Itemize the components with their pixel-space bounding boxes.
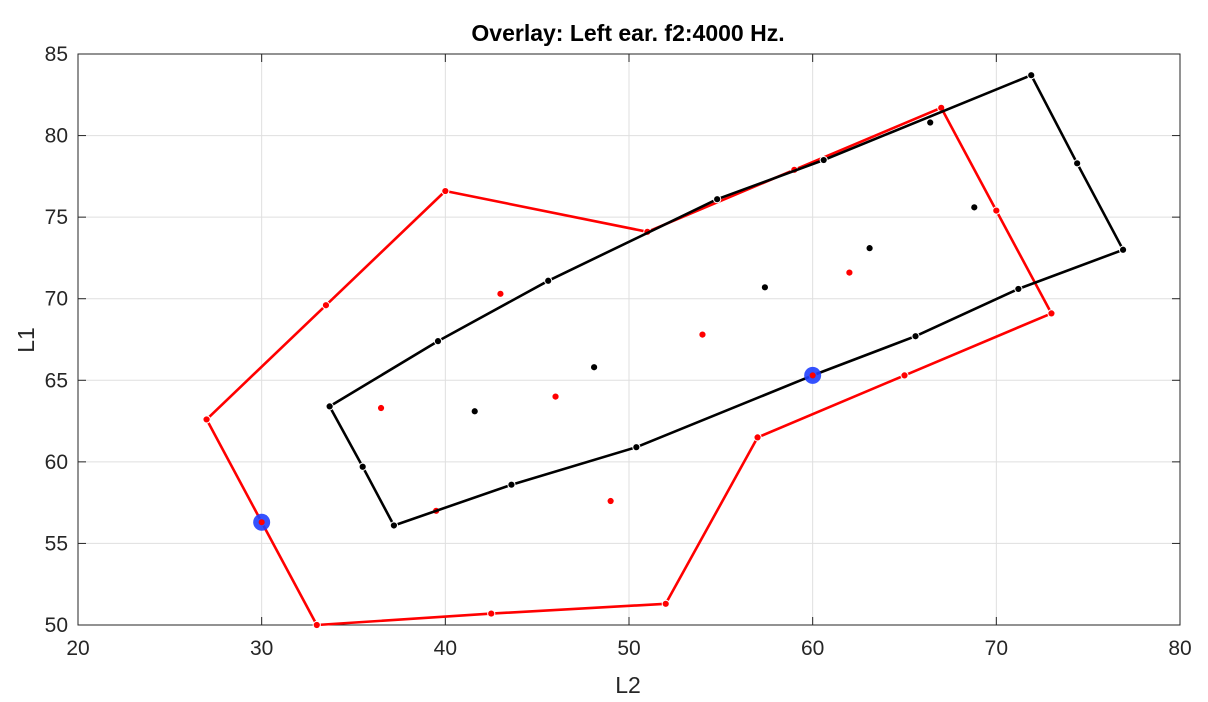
y-tick-label: 60: [45, 451, 68, 474]
series-1-vertex-point: [1118, 245, 1128, 254]
series-1-vertex-point: [713, 195, 722, 204]
highlighted-point: [804, 366, 822, 384]
series-0-interior-point: [376, 403, 386, 413]
series-1: [325, 71, 1128, 530]
series-0-vertex-point: [1047, 309, 1056, 318]
x-tick-label: 70: [985, 637, 1008, 660]
series-0-vertex-point: [202, 415, 211, 424]
series-0-vertex-point: [321, 301, 331, 310]
series-1-vertex-point: [1073, 159, 1082, 168]
y-tick-label: 50: [45, 614, 68, 637]
chart-title: Overlay: Left ear. f2:4000 Hz.: [471, 20, 784, 46]
series-0-interior-point: [496, 289, 505, 298]
series-1-vertex-point: [433, 337, 443, 346]
series-1-vertex-point: [507, 480, 516, 489]
y-tick-label: 65: [45, 369, 68, 392]
series-layer: [202, 71, 1128, 630]
y-tick-label: 80: [45, 125, 68, 148]
series-0-interior-point: [606, 496, 615, 506]
series-1-vertex-point: [325, 402, 334, 411]
x-tick-label: 30: [250, 637, 273, 660]
x-tick-label: 50: [617, 637, 640, 660]
x-tick-label: 60: [801, 637, 824, 660]
series-0: [202, 103, 1056, 630]
axis-ticks: 20 30 40 50 60 70 80 50 55 60 65 70 75 80 85: [45, 43, 1192, 660]
series-1-vertex-point: [819, 155, 828, 165]
highlight-center: [258, 519, 265, 526]
x-tick-label: 40: [434, 637, 457, 660]
series-1-vertex-point: [632, 443, 641, 452]
series-1-vertex-point: [1014, 284, 1023, 294]
y-tick-label: 55: [45, 532, 68, 555]
series-0-vertex-point: [753, 433, 762, 442]
y-tick-label: 85: [45, 43, 68, 66]
series-1-interior-point: [470, 407, 479, 416]
series-1-interior-point: [590, 363, 599, 372]
series-1-boundary: [328, 73, 1125, 527]
series-1-interior-point: [865, 244, 874, 253]
series-1-interior-point: [760, 283, 770, 292]
highlight-center: [809, 372, 816, 379]
series-1-vertex-point: [389, 521, 399, 530]
grid: [77, 53, 1181, 626]
series-0-interior-point: [551, 392, 560, 401]
series-1-vertex-point: [358, 462, 367, 471]
series-1-interior-point: [970, 203, 979, 212]
series-0-interior-point: [845, 268, 854, 277]
highlight-layer: [253, 366, 822, 531]
series-0-vertex-point: [900, 371, 909, 380]
x-tick-label: 20: [66, 637, 89, 660]
series-1-interior-point: [926, 118, 935, 127]
x-tick-label: 80: [1168, 637, 1191, 660]
y-tick-label: 70: [45, 288, 68, 311]
highlighted-point: [253, 513, 271, 531]
series-0-vertex-point: [312, 620, 321, 630]
series-1-vertex-point: [544, 276, 553, 285]
series-0-vertex-point: [992, 206, 1001, 215]
series-1-vertex-point: [1027, 71, 1036, 80]
series-1-vertex-point: [911, 332, 920, 341]
series-0-vertex-point: [441, 186, 450, 196]
series-0-vertex-point: [487, 609, 496, 618]
series-0-vertex-point: [661, 599, 670, 608]
y-tick-label: 75: [45, 206, 68, 229]
series-0-interior-point: [698, 330, 707, 339]
x-axis-label: L2: [615, 672, 641, 698]
y-axis-label: L1: [13, 327, 39, 353]
